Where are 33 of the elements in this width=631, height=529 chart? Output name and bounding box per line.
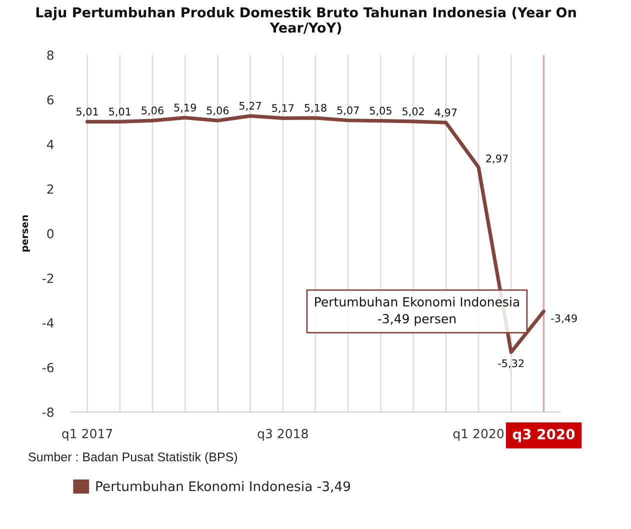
- annotation: Pertumbuhan Ekonomi Indonesia -3,49 persen: [315, 296, 519, 326]
- y-tick-label: 4: [46, 140, 54, 149]
- data-label: 5,01: [76, 108, 98, 117]
- data-label: -3,49: [551, 314, 577, 324]
- y-tick-label: 2: [47, 184, 54, 194]
- data-label: 5,18: [304, 104, 326, 113]
- data-label: 5,02: [402, 107, 424, 116]
- y-tick-label: -4: [42, 318, 54, 328]
- x-tick-label: q3 2018: [258, 428, 308, 441]
- y-tick-label: -2: [42, 274, 54, 283]
- x-tick-label: q3 2020: [512, 428, 575, 442]
- x-tick-label: q1 2020: [453, 428, 504, 441]
- data-label: 2,97: [486, 154, 508, 164]
- y-tick-label: -6: [42, 362, 54, 372]
- data-label: 5,06: [206, 106, 229, 116]
- x-tick-label: q1 2017: [62, 428, 112, 441]
- y-axis-title: persen: [22, 215, 30, 252]
- data-label: 5,06: [142, 106, 164, 116]
- y-tick-label: 0: [47, 228, 54, 238]
- y-tick-label: 8: [47, 50, 54, 60]
- data-label: -5,32: [498, 359, 524, 368]
- data-label: 5,07: [337, 106, 359, 116]
- data-label: 5,27: [240, 102, 262, 111]
- legend-label: Pertumbuhan Ekonomi Indonesia -3,49: [96, 481, 350, 493]
- text: Sumber : Badan Pusat Statistik (BPS): [28, 452, 238, 464]
- data-label: 4,97: [434, 108, 457, 118]
- data-label: 5,05: [370, 106, 392, 116]
- data-label: 5,19: [174, 104, 196, 113]
- chart-title: Laju Pertumbuhan Produk Domestik Bruto Tahunan Indonesia (Year On Year/YoY): [36, 7, 576, 34]
- y-tick-label: -8: [42, 407, 54, 417]
- data-label: 5,01: [109, 108, 131, 117]
- y-tick-label: 6: [47, 95, 54, 105]
- data-label: 5,17: [272, 104, 294, 114]
